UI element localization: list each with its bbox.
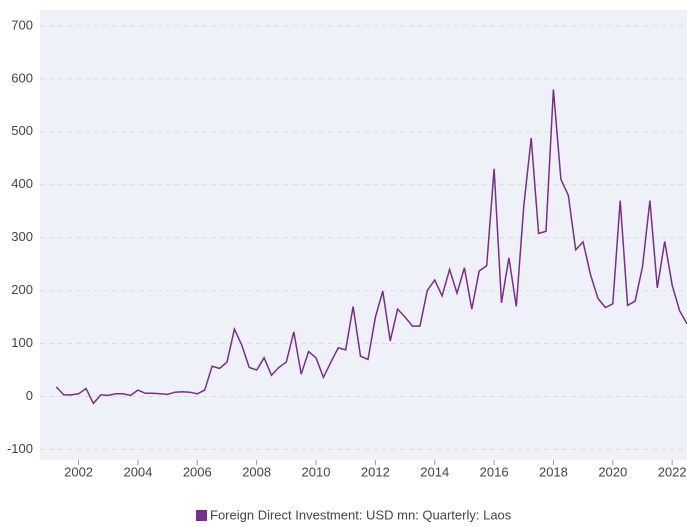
x-tick-label: 2010 (302, 464, 331, 479)
x-tick-label: 2022 (658, 464, 687, 479)
legend-swatch (196, 510, 207, 521)
x-tick-label: 2004 (123, 464, 152, 479)
x-tick-label: 2012 (361, 464, 390, 479)
x-tick-label: 2018 (539, 464, 568, 479)
x-tick-label: 2020 (598, 464, 627, 479)
y-tick-label: 600 (11, 70, 33, 85)
y-tick-label: 300 (11, 229, 33, 244)
x-tick-label: 2002 (64, 464, 93, 479)
y-tick-label: 0 (26, 388, 33, 403)
y-tick-label: 700 (11, 17, 33, 32)
x-tick-label: 2008 (242, 464, 271, 479)
plot-area (40, 10, 687, 460)
y-tick-label: 200 (11, 282, 33, 297)
x-tick-label: 2016 (480, 464, 509, 479)
line (55, 89, 687, 405)
legend-label: Foreign Direct Investment: USD mn: Quart… (210, 507, 512, 522)
y-tick-label: 100 (11, 335, 33, 350)
y-tick-label: 500 (11, 123, 33, 138)
x-tick-label: 2006 (183, 464, 212, 479)
y-tick-label: -100 (7, 441, 33, 456)
y-tick-label: 400 (11, 176, 33, 191)
x-tick-label: 2014 (420, 464, 449, 479)
